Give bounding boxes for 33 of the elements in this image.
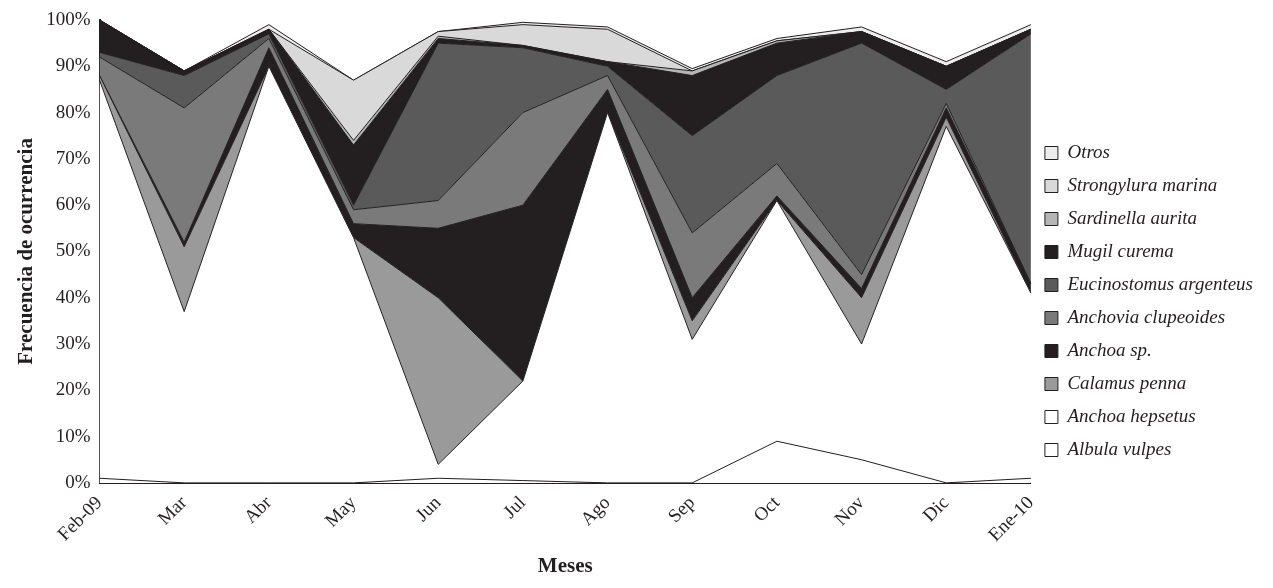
legend-label: Eucinostomus argenteus bbox=[1066, 273, 1254, 294]
x-axis-title: Meses bbox=[537, 552, 593, 577]
y-tick-label: 50% bbox=[55, 239, 91, 261]
x-tick-label: Abr bbox=[239, 490, 276, 528]
y-tick-label: 90% bbox=[55, 54, 91, 76]
legend-label: Otros bbox=[1067, 141, 1111, 162]
y-tick-label: 10% bbox=[55, 424, 91, 446]
x-tick-label: Jun bbox=[411, 491, 445, 525]
x-tick-label: Nov bbox=[829, 491, 869, 530]
y-tick-label: 0% bbox=[65, 470, 91, 492]
legend-label: Strongylura marina bbox=[1067, 174, 1218, 195]
y-tick-label: 80% bbox=[55, 100, 91, 122]
y-tick-label: 70% bbox=[55, 146, 91, 168]
legend-label: Calamus penna bbox=[1067, 372, 1187, 393]
x-tick-label: Mar bbox=[153, 490, 192, 529]
y-axis-title: Frecuencia de ocurrencia bbox=[13, 137, 38, 365]
x-tick-label: Jul bbox=[498, 491, 530, 522]
legend-label: Anchoa hepsetus bbox=[1065, 405, 1196, 426]
x-tick-label: May bbox=[320, 491, 361, 531]
legend-label: Albula vulpes bbox=[1065, 438, 1172, 459]
y-tick-label: 30% bbox=[55, 332, 91, 353]
x-tick-label: Dic bbox=[918, 491, 953, 526]
legend-label: Mugil curema bbox=[1066, 240, 1174, 261]
x-tick-label: Oct bbox=[749, 490, 784, 526]
legend-label: Anchoa sp. bbox=[1065, 339, 1152, 360]
x-tick-label: Ago bbox=[575, 491, 614, 530]
legend-label: Anchovia clupeoides bbox=[1065, 306, 1226, 327]
y-tick-label: 100% bbox=[46, 7, 91, 29]
y-tick-label: 40% bbox=[55, 285, 91, 307]
x-tick-label: Sep bbox=[663, 491, 699, 527]
y-tick-label: 20% bbox=[55, 378, 91, 400]
y-tick-label: 60% bbox=[55, 193, 91, 215]
legend-label: Sardinella aurita bbox=[1067, 207, 1198, 228]
